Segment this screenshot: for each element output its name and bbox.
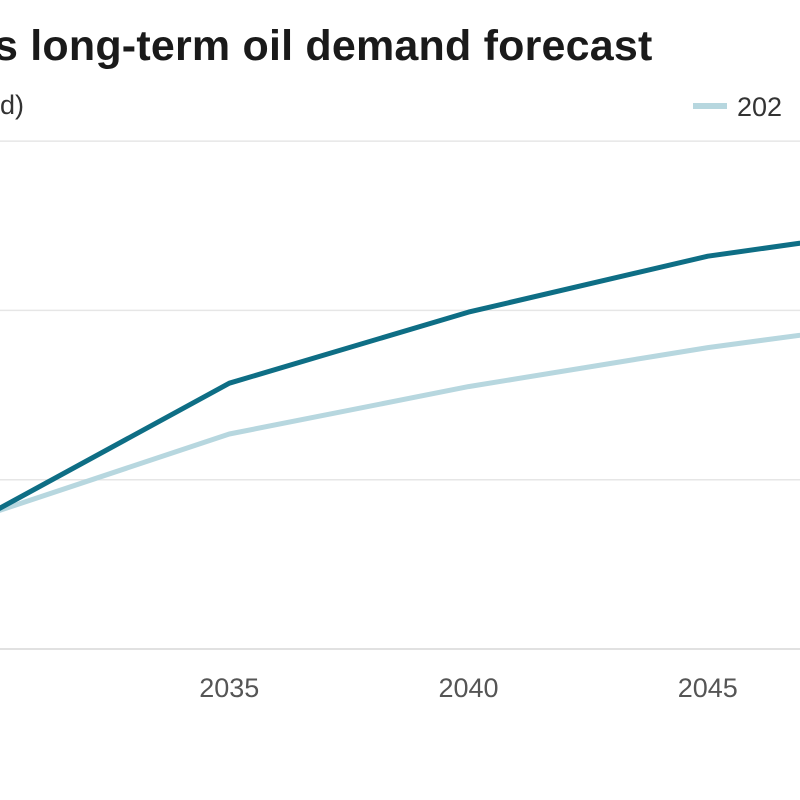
chart-subtitle: d) xyxy=(0,90,25,120)
series-line-0 xyxy=(0,332,800,513)
x-axis-ticks: 2035 2040 2045 xyxy=(199,673,738,703)
gridlines xyxy=(0,140,800,650)
chart-title: s long-term oil demand forecast xyxy=(0,22,653,70)
series-line-1 xyxy=(0,240,800,511)
legend-label: 202 xyxy=(737,92,783,122)
x-tick-label-0: 2035 xyxy=(199,673,259,703)
x-tick-label-1: 2040 xyxy=(438,673,498,703)
x-tick-label-2: 2045 xyxy=(678,673,738,703)
series-lines xyxy=(0,240,800,513)
legend: 202 xyxy=(693,92,782,123)
legend-swatch xyxy=(693,102,727,109)
